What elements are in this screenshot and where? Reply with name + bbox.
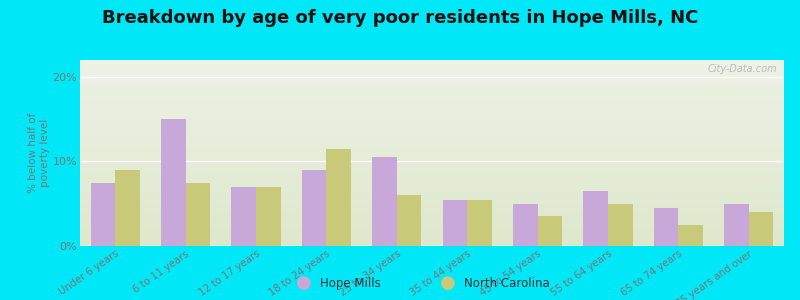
Bar	[231, 187, 256, 246]
Bar	[608, 204, 633, 246]
Bar	[678, 225, 703, 246]
Bar	[513, 204, 538, 246]
Bar	[256, 187, 281, 246]
Bar	[161, 119, 186, 246]
Bar	[326, 149, 351, 246]
Text: ●: ●	[296, 274, 312, 292]
Bar	[749, 212, 774, 246]
Text: Breakdown by age of very poor residents in Hope Mills, NC: Breakdown by age of very poor residents …	[102, 9, 698, 27]
Bar	[442, 200, 467, 246]
Bar	[302, 170, 326, 246]
Bar	[90, 183, 115, 246]
Bar	[372, 157, 397, 246]
Bar	[115, 170, 140, 246]
Text: Hope Mills: Hope Mills	[320, 277, 381, 290]
Bar	[186, 183, 210, 246]
Y-axis label: % below half of
poverty level: % below half of poverty level	[28, 113, 50, 193]
Bar	[724, 204, 749, 246]
Bar	[467, 200, 492, 246]
Text: City-Data.com: City-Data.com	[707, 64, 777, 74]
Bar	[654, 208, 678, 246]
Bar	[397, 195, 422, 246]
Text: North Carolina: North Carolina	[464, 277, 550, 290]
Bar	[583, 191, 608, 246]
Bar	[538, 216, 562, 246]
Text: ●: ●	[440, 274, 456, 292]
